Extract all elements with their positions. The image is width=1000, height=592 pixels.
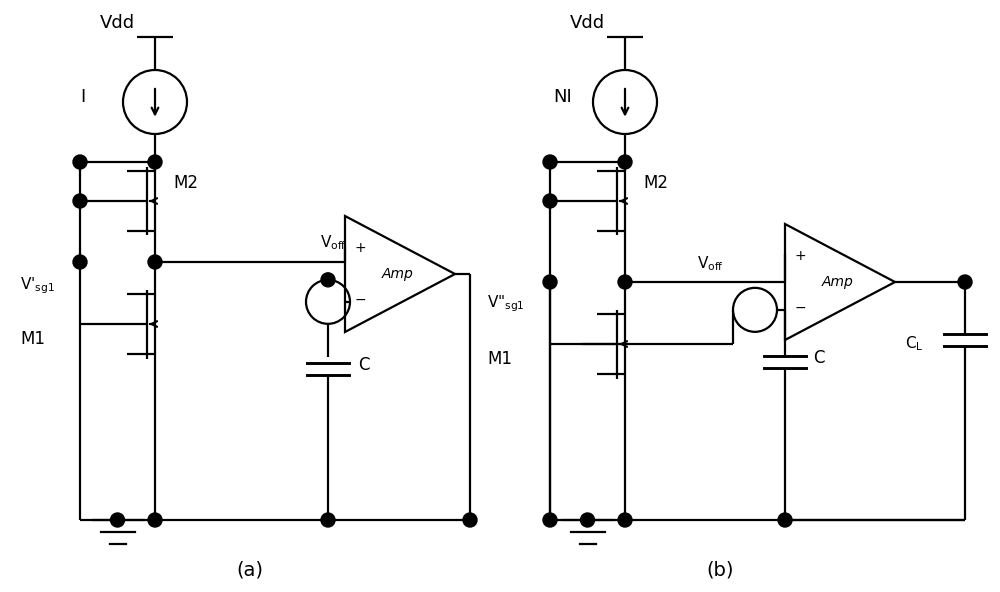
Text: −: − xyxy=(354,293,366,307)
Circle shape xyxy=(73,255,87,269)
Text: V'$_{\mathregular{sg1}}$: V'$_{\mathregular{sg1}}$ xyxy=(20,276,55,297)
Circle shape xyxy=(73,194,87,208)
Circle shape xyxy=(618,513,632,527)
Circle shape xyxy=(543,194,557,208)
Circle shape xyxy=(618,275,632,289)
Text: (b): (b) xyxy=(706,561,734,580)
Text: C: C xyxy=(358,356,369,374)
Text: NI: NI xyxy=(553,88,572,106)
Circle shape xyxy=(148,155,162,169)
Text: V$_{\rm off}$: V$_{\rm off}$ xyxy=(320,233,346,252)
Circle shape xyxy=(958,275,972,289)
Circle shape xyxy=(73,155,87,169)
Text: C: C xyxy=(813,349,824,367)
Text: +: + xyxy=(354,241,366,255)
Circle shape xyxy=(543,155,557,169)
Text: +: + xyxy=(794,249,806,263)
Circle shape xyxy=(580,513,594,527)
Text: Amp: Amp xyxy=(822,275,854,289)
Text: Amp: Amp xyxy=(382,267,414,281)
Text: M1: M1 xyxy=(487,350,512,368)
Circle shape xyxy=(778,513,792,527)
Circle shape xyxy=(148,513,162,527)
Text: I: I xyxy=(80,88,85,106)
Text: V"$_{\mathregular{sg1}}$: V"$_{\mathregular{sg1}}$ xyxy=(487,294,525,314)
Text: (a): (a) xyxy=(237,561,264,580)
Text: M2: M2 xyxy=(173,174,198,192)
Circle shape xyxy=(321,273,335,287)
Circle shape xyxy=(148,255,162,269)
Circle shape xyxy=(618,155,632,169)
Text: M1: M1 xyxy=(20,330,45,348)
Text: V$_{\rm off}$: V$_{\rm off}$ xyxy=(697,254,723,273)
Circle shape xyxy=(463,513,477,527)
Circle shape xyxy=(110,513,124,527)
Circle shape xyxy=(321,513,335,527)
Text: C$_{\mathregular{L}}$: C$_{\mathregular{L}}$ xyxy=(905,334,924,353)
Circle shape xyxy=(543,513,557,527)
Text: M2: M2 xyxy=(643,174,668,192)
Circle shape xyxy=(543,275,557,289)
Text: Vdd: Vdd xyxy=(100,14,135,32)
Text: Vdd: Vdd xyxy=(570,14,605,32)
Text: −: − xyxy=(794,301,806,315)
